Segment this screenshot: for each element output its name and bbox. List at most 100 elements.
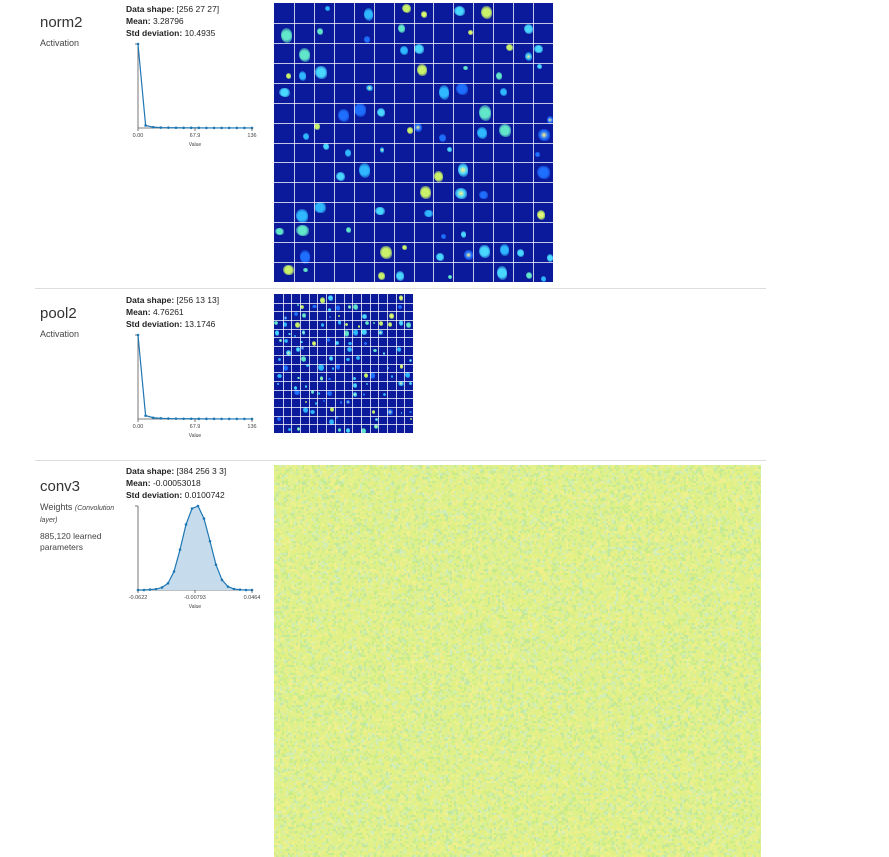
grid-line <box>274 222 553 224</box>
histogram-point <box>214 563 218 567</box>
activation-blob <box>346 357 350 362</box>
mean-value: 4.76261 <box>152 307 184 317</box>
activation-blob <box>499 243 510 257</box>
grid-line <box>386 294 388 433</box>
activation-blob <box>314 401 318 405</box>
activation-blob <box>304 384 308 388</box>
activation-blob <box>296 426 300 431</box>
activation-blob <box>480 6 492 20</box>
activation-blob <box>336 171 346 181</box>
histogram-point <box>250 126 254 130</box>
activation-blob <box>316 28 323 35</box>
activation-blob <box>399 364 403 369</box>
grid-line <box>274 162 553 164</box>
activation-blob <box>321 323 325 327</box>
activation-blob <box>398 295 403 301</box>
activation-blob <box>306 364 309 368</box>
activation-blob <box>396 270 404 282</box>
grid-line <box>274 406 413 408</box>
histogram-point <box>197 126 201 130</box>
grid-line <box>378 294 380 433</box>
activation-blob <box>505 43 513 51</box>
histogram-point <box>226 585 230 588</box>
activation-blob <box>363 373 369 379</box>
activation-blob <box>464 249 473 260</box>
histogram-point <box>154 587 158 591</box>
grid-line <box>274 389 413 391</box>
activation-blob <box>401 245 407 250</box>
histogram-point <box>208 539 212 543</box>
activation-blob <box>376 108 385 117</box>
activation-blob <box>402 4 412 14</box>
activation-blob <box>346 347 352 352</box>
activation-blob <box>461 230 467 238</box>
activation-blob <box>416 63 428 77</box>
divider <box>35 288 766 289</box>
activation-grid-image[interactable] <box>274 3 553 282</box>
layer-name: pool2 <box>40 305 77 322</box>
activation-blob <box>345 226 351 233</box>
histogram-point <box>196 504 200 508</box>
activation-blob <box>282 321 287 327</box>
activation-blob <box>319 296 326 304</box>
std-value: 10.4935 <box>184 28 216 38</box>
activation-blob <box>345 399 351 404</box>
activation-blob <box>446 146 452 152</box>
activation-blob <box>396 346 402 352</box>
histogram-point <box>167 417 170 420</box>
histogram-point <box>232 587 236 591</box>
activation-blob <box>440 233 447 240</box>
std-label: Std deviation: <box>126 28 183 38</box>
activation-blob <box>404 372 411 378</box>
activation-blob <box>436 252 445 262</box>
activation-blob <box>329 316 332 319</box>
activation-blob <box>278 357 281 362</box>
layer-norm2: norm2 Activation Data shape: [256 27 27]… <box>0 0 766 288</box>
histogram-point <box>220 578 224 582</box>
grid-line <box>533 3 535 282</box>
histogram: -0.0622 -0.00793 0.0464 Value <box>129 504 260 610</box>
activation-blob <box>328 378 331 381</box>
shape-value: [256 27 27] <box>176 4 220 14</box>
activation-blob <box>297 376 300 379</box>
activation-blob <box>296 303 299 307</box>
activation-blob <box>397 23 406 34</box>
histogram-point <box>189 126 193 130</box>
activation-blob <box>353 304 359 311</box>
histogram-point <box>142 588 146 592</box>
activation-blob <box>277 374 283 379</box>
histogram-point <box>197 417 201 421</box>
activation-blob <box>355 355 361 361</box>
activation-blob <box>293 386 297 390</box>
activation-blob <box>279 338 282 343</box>
activation-blob <box>405 322 411 329</box>
activation-blob <box>335 363 341 370</box>
histogram-area <box>138 506 252 590</box>
activation-blob <box>407 127 413 134</box>
x-axis-label: Value <box>189 604 202 610</box>
layer-type: Activation <box>40 329 80 339</box>
activation-blob <box>352 382 358 389</box>
x-tick-label: -0.0622 <box>129 595 148 601</box>
activation-grid-image[interactable] <box>274 294 413 433</box>
activation-blob <box>358 162 371 178</box>
activation-blob <box>275 330 280 336</box>
layer-name: conv3 <box>40 478 81 495</box>
activation-blob <box>327 390 332 397</box>
activation-blob <box>344 322 348 326</box>
activation-blob <box>537 209 546 221</box>
activation-blob <box>312 340 317 346</box>
grid-line <box>352 294 354 433</box>
activation-blob <box>364 321 370 326</box>
activation-blob <box>495 71 502 81</box>
activation-blob <box>387 321 392 327</box>
histogram-point <box>167 126 170 129</box>
histogram-point <box>212 126 216 130</box>
shape-value: [256 13 13] <box>176 295 220 305</box>
weights-image[interactable] <box>274 465 761 857</box>
activation-blob <box>300 340 303 343</box>
activation-blob <box>274 227 284 235</box>
activation-blob <box>336 305 341 312</box>
activation-blob <box>383 393 386 396</box>
activation-blob <box>295 347 300 353</box>
